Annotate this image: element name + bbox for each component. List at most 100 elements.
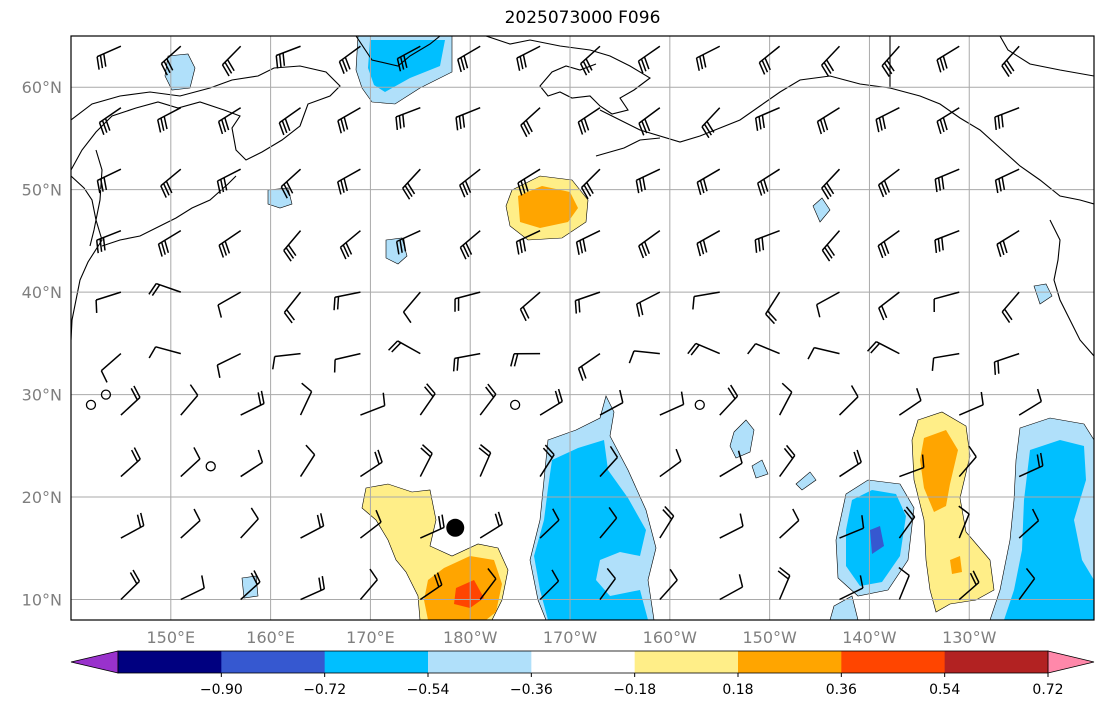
barb-flag [101, 120, 108, 133]
wind-barb [958, 391, 984, 416]
wind-barb [240, 449, 264, 478]
lon-tick-label: 180°W [443, 628, 498, 647]
barb-shaft [580, 45, 601, 65]
calm-wind-marker [694, 399, 705, 410]
barb-shaft [516, 229, 541, 243]
barb-flag [286, 309, 296, 321]
barb-shaft [778, 391, 793, 416]
barb-flag [669, 568, 678, 581]
barb-flag [606, 567, 616, 580]
colorbar-tick-label: −0.72 [303, 682, 346, 698]
barb-flag [464, 180, 472, 193]
wind-barb [359, 509, 382, 539]
barb-shaft [936, 107, 960, 123]
barb-flag [815, 304, 821, 318]
barb-flag [738, 574, 744, 588]
barb-flag [761, 237, 765, 251]
wind-barb [599, 507, 618, 539]
colorbar-tick-label: −0.18 [613, 682, 656, 698]
barb-flag [283, 312, 293, 324]
barb-shaft [454, 291, 481, 300]
colorbar-segment [841, 651, 946, 673]
colorbar-tick-label: −0.54 [407, 682, 450, 698]
barb-shaft [300, 588, 325, 601]
barb-shaft [755, 342, 780, 355]
wind-barb [931, 352, 960, 371]
barb-flag [344, 57, 351, 70]
wind-barb [659, 568, 678, 601]
barb-flag [224, 61, 233, 74]
wind-barb [452, 352, 481, 372]
barb-flag [216, 180, 221, 194]
barb-flag [98, 122, 105, 135]
barb-shaft [334, 352, 361, 361]
barb-flag [452, 358, 456, 372]
barb-flag [824, 247, 833, 259]
wind-barb [272, 352, 301, 370]
colorbar-extend-min [70, 650, 119, 674]
colorbar-tick-label: 0.18 [722, 682, 753, 698]
barb-flag [404, 185, 413, 198]
barb-flag [217, 121, 224, 135]
wind-barb [519, 291, 541, 322]
barb-flag [525, 119, 533, 133]
wind-barb [692, 291, 720, 310]
barb-shaft [100, 353, 122, 372]
colorbar: −0.90 −0.72 −0.54 −0.36 −0.18 0.18 0.36 0.54 0.7… [70, 650, 1095, 698]
barb-shaft [218, 107, 242, 123]
barb-flag [756, 182, 763, 196]
wind-barb [779, 444, 796, 477]
wind-barb [575, 229, 601, 255]
barb-flag [878, 307, 885, 321]
barb-shaft [659, 579, 678, 601]
positive-anomaly-core [950, 556, 962, 574]
barb-shaft [419, 453, 433, 477]
wind-barb [1018, 452, 1044, 478]
wind-barb [687, 342, 721, 356]
barb-shaft [539, 454, 555, 477]
barb-flag [609, 445, 619, 458]
colorbar-segment [531, 651, 636, 673]
barb-flag [628, 350, 635, 364]
wind-barb [478, 444, 492, 477]
barb-shaft [898, 399, 922, 416]
barb-flag [706, 121, 715, 133]
barb-shaft [636, 291, 661, 305]
barb-flag [898, 566, 910, 577]
wind-barb [637, 45, 661, 74]
barb-flag [821, 249, 831, 262]
barb-shaft [814, 346, 840, 355]
barb-shaft [821, 45, 841, 66]
barb-flag [160, 241, 166, 255]
barb-flag [557, 388, 563, 402]
barb-shaft [420, 526, 445, 539]
barb-flag [319, 513, 325, 527]
barb-flag [250, 507, 259, 520]
wind-barb [338, 45, 361, 74]
barb-flag [583, 117, 590, 131]
barb-flag [754, 117, 759, 131]
wind-barb [839, 575, 864, 601]
wind-barb [777, 566, 791, 600]
barb-flag [157, 243, 163, 257]
wind-barb [283, 291, 302, 324]
wind-barb [156, 107, 182, 133]
barb-flag [635, 180, 640, 194]
barb-flag [826, 182, 835, 195]
wind-barb [821, 168, 841, 200]
barb-flag [680, 391, 685, 405]
barb-shaft [479, 523, 503, 539]
barb-shaft [519, 291, 541, 310]
barb-shaft [275, 45, 301, 57]
negative-anomaly-peak [870, 526, 884, 554]
wind-barb [479, 568, 497, 600]
negative-anomaly-region [164, 53, 196, 91]
calm-wind-marker [100, 389, 112, 400]
barb-shaft [217, 168, 242, 182]
barb-shaft [99, 107, 122, 124]
wind-barb [934, 229, 960, 254]
barb-flag [257, 449, 264, 463]
wind-barb [95, 291, 122, 313]
barb-flag [515, 241, 520, 255]
barb-shaft [755, 107, 780, 119]
